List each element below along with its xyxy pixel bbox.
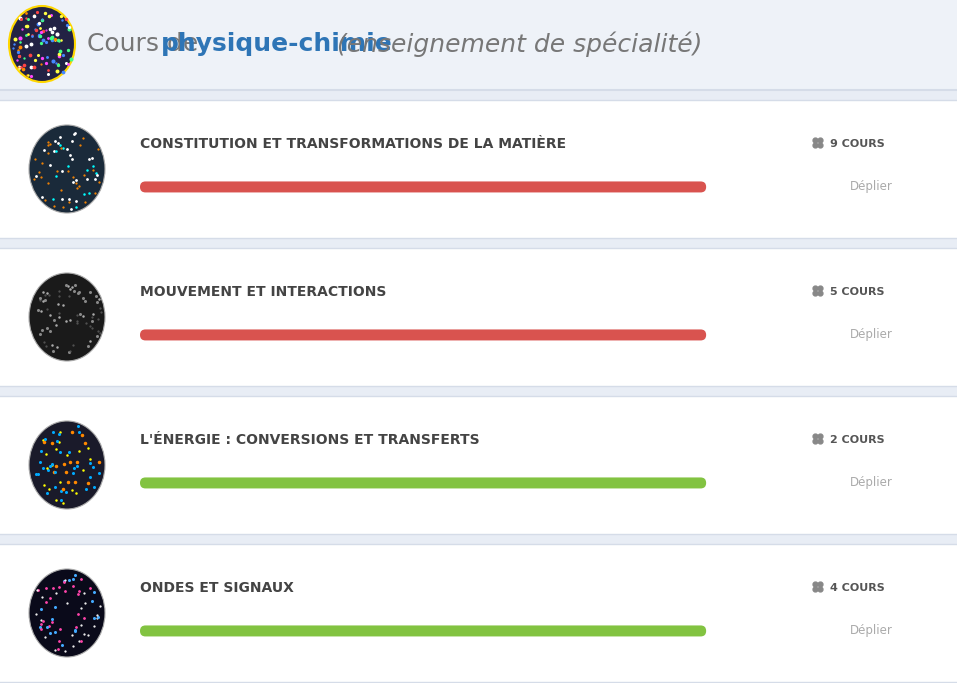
Text: L'ÉNERGIE : CONVERSIONS ET TRANSFERTS: L'ÉNERGIE : CONVERSIONS ET TRANSFERTS <box>140 433 479 447</box>
Ellipse shape <box>29 421 105 509</box>
Text: Cours de: Cours de <box>87 32 207 56</box>
Bar <box>0 248 957 386</box>
Text: 4 COURS: 4 COURS <box>830 583 885 593</box>
Text: MOUVEMENT ET INTERACTIONS: MOUVEMENT ET INTERACTIONS <box>140 285 387 299</box>
FancyBboxPatch shape <box>140 329 706 340</box>
Text: 5 COURS: 5 COURS <box>830 287 884 297</box>
Text: (enseignement de spécialité): (enseignement de spécialité) <box>329 31 702 57</box>
Bar <box>0 100 957 238</box>
Ellipse shape <box>9 6 75 82</box>
Bar <box>0 396 957 534</box>
Ellipse shape <box>29 125 105 213</box>
Ellipse shape <box>29 273 105 361</box>
Text: 2 COURS: 2 COURS <box>830 435 884 445</box>
Bar <box>0 544 957 682</box>
Text: Déplier: Déplier <box>850 477 893 490</box>
FancyBboxPatch shape <box>140 626 706 637</box>
FancyBboxPatch shape <box>140 182 706 193</box>
Text: physique-chimie: physique-chimie <box>161 32 392 56</box>
FancyBboxPatch shape <box>140 477 706 488</box>
Text: CONSTITUTION ET TRANSFORMATIONS DE LA MATIÈRE: CONSTITUTION ET TRANSFORMATIONS DE LA MA… <box>140 137 567 151</box>
Bar <box>0 0 957 90</box>
Text: Déplier: Déplier <box>850 180 893 193</box>
Text: Déplier: Déplier <box>850 329 893 342</box>
Text: 9 COURS: 9 COURS <box>830 139 885 149</box>
Text: ONDES ET SIGNAUX: ONDES ET SIGNAUX <box>140 581 294 595</box>
Text: Déplier: Déplier <box>850 624 893 637</box>
Ellipse shape <box>29 569 105 657</box>
